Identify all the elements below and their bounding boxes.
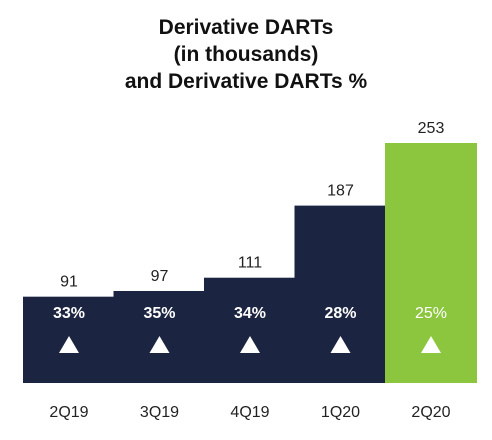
up-triangle-icon xyxy=(59,336,79,353)
category-label-4Q19: 4Q19 xyxy=(230,404,269,421)
chart-title-line-1: Derivative DARTs xyxy=(158,16,334,39)
value-label-2Q20: 253 xyxy=(418,120,445,137)
up-triangle-icon xyxy=(149,336,170,353)
bar-4Q19 xyxy=(204,277,296,383)
value-label-2Q19: 91 xyxy=(60,274,78,291)
up-triangle-icon xyxy=(240,336,260,353)
up-triangle-icon xyxy=(421,336,441,353)
value-label-1Q20: 187 xyxy=(327,183,354,200)
chart-title: Derivative DARTs (in thousands) and Deri… xyxy=(0,14,492,95)
percent-label-2Q19: 33% xyxy=(53,305,85,322)
percent-label-2Q20: 25% xyxy=(415,305,447,322)
chart-title-line-2: (in thousands) xyxy=(173,43,319,66)
value-label-4Q19: 111 xyxy=(238,255,262,272)
value-label-3Q19: 97 xyxy=(151,268,169,285)
category-label-2Q19: 2Q19 xyxy=(49,404,88,421)
category-label-2Q20: 2Q20 xyxy=(411,404,450,421)
percent-label-3Q19: 35% xyxy=(143,305,175,322)
category-label-3Q19: 3Q19 xyxy=(140,404,179,421)
bar-1Q20 xyxy=(294,205,387,383)
percent-label-1Q20: 28% xyxy=(324,305,356,322)
up-triangle-icon xyxy=(330,336,351,353)
category-label-1Q20: 1Q20 xyxy=(321,404,360,421)
chart-title-line-3: and Derivative DARTs % xyxy=(124,70,368,93)
percent-label-4Q19: 34% xyxy=(234,305,266,322)
